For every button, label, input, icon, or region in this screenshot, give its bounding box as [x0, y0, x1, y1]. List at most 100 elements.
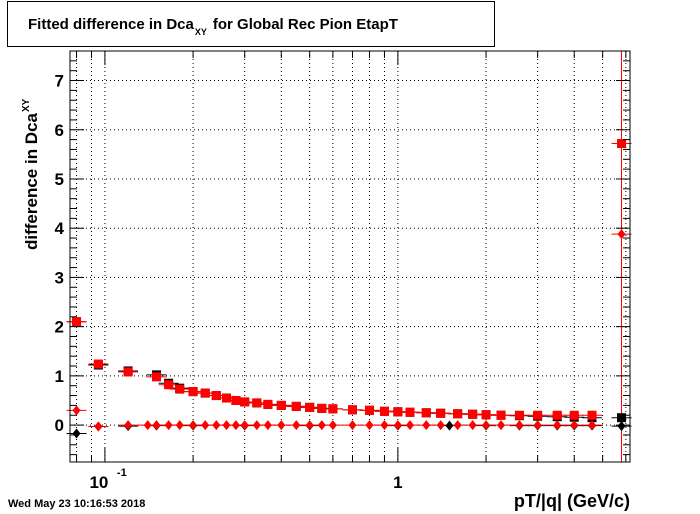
- square-marker: [164, 380, 174, 390]
- square-marker: [240, 397, 250, 407]
- square-marker: [276, 400, 286, 410]
- error-bars: [66, 51, 632, 462]
- square-marker: [453, 409, 463, 419]
- diamond-marker: [405, 420, 414, 431]
- diamond-marker: [468, 420, 477, 431]
- diamond-marker: [453, 420, 462, 431]
- diamond-marker: [143, 420, 152, 431]
- chart-title: Fitted difference in Dca XY for Global Rec…: [7, 1, 495, 47]
- y-axis-label-main: difference in Dca: [22, 113, 41, 250]
- diamond-marker: [380, 420, 389, 431]
- square-marker: [436, 408, 446, 418]
- x-axis-label: pT/|q| (GeV/c): [513, 491, 630, 511]
- square-marker: [393, 407, 403, 417]
- diamond-marker: [436, 420, 445, 431]
- diamond-marker: [305, 420, 314, 431]
- diamond-marker: [212, 420, 221, 431]
- diamond-marker: [124, 420, 133, 431]
- square-marker: [175, 384, 185, 394]
- diamond-marker: [515, 420, 524, 431]
- square-marker: [211, 391, 221, 401]
- square-marker: [481, 410, 491, 420]
- chart-title-main: Fitted difference in Dca: [28, 15, 194, 33]
- square-marker: [617, 139, 627, 149]
- square-marker: [468, 409, 478, 419]
- diamond-marker: [317, 420, 326, 431]
- diamond-marker: [175, 420, 184, 431]
- square-marker: [405, 407, 415, 417]
- diamond-marker: [497, 420, 506, 431]
- square-marker: [514, 410, 524, 420]
- diamond-marker: [553, 420, 562, 431]
- y-tick-label: 4: [55, 219, 65, 238]
- diamond-marker: [94, 421, 103, 432]
- square-marker: [252, 398, 262, 408]
- square-marker: [533, 410, 543, 420]
- diamond-marker: [617, 421, 626, 432]
- diamond-marker: [189, 420, 198, 431]
- square-marker: [263, 399, 273, 409]
- diamond-marker: [277, 420, 286, 431]
- plot-frame: [69, 50, 631, 463]
- diamond-marker: [152, 420, 161, 431]
- diamond-marker: [164, 420, 173, 431]
- diamond-marker: [482, 420, 491, 431]
- diamond-marker: [240, 420, 249, 431]
- y-axis-label: difference in DcaXY: [21, 98, 42, 250]
- data-markers: [72, 139, 627, 439]
- square-marker: [231, 395, 241, 405]
- diamond-marker: [348, 420, 357, 431]
- y-tick-label: 7: [55, 72, 64, 91]
- y-tick-label: 1: [55, 367, 64, 386]
- diamond-marker: [231, 420, 240, 431]
- square-marker: [421, 408, 431, 418]
- timestamp: Wed May 23 10:16:53 2018: [8, 498, 146, 510]
- square-marker: [291, 401, 301, 411]
- x-tick-label-exponent: -1: [117, 467, 127, 479]
- chart-title-sub: XY: [194, 27, 207, 37]
- square-marker: [328, 404, 338, 414]
- diamond-marker: [222, 420, 231, 431]
- x-tick-label: 1: [393, 473, 402, 492]
- square-marker: [72, 317, 82, 327]
- square-marker: [200, 388, 210, 398]
- chart-title-rest: for Global Rec Pion EtapT: [212, 15, 398, 33]
- diamond-marker: [72, 405, 81, 416]
- square-marker: [347, 405, 357, 415]
- square-marker: [552, 410, 562, 420]
- square-marker: [317, 403, 327, 413]
- diamond-marker: [252, 420, 261, 431]
- y-tick-label: 2: [55, 318, 64, 337]
- x-tick-label: 10: [89, 473, 108, 492]
- square-marker: [221, 393, 231, 403]
- grid: [70, 51, 630, 462]
- square-marker: [379, 406, 389, 416]
- square-marker: [587, 410, 597, 420]
- square-marker: [93, 359, 103, 369]
- square-marker: [123, 367, 133, 377]
- y-tick-label: 6: [55, 121, 64, 140]
- diamond-marker: [570, 420, 579, 431]
- square-marker: [152, 372, 162, 382]
- square-marker: [188, 387, 198, 397]
- diamond-marker: [263, 420, 272, 431]
- y-tick-label: 3: [55, 268, 64, 287]
- diamond-marker: [617, 229, 626, 240]
- square-marker: [617, 413, 627, 423]
- y-tick-label: 5: [55, 170, 64, 189]
- square-marker: [569, 410, 579, 420]
- axes: 0 1 2 3 4 5 6 7 10 -1 1: [55, 50, 631, 492]
- diamond-marker: [365, 420, 374, 431]
- diamond-marker: [445, 420, 454, 431]
- diamond-marker: [328, 420, 337, 431]
- diamond-marker: [72, 428, 81, 439]
- diamond-marker: [588, 420, 597, 431]
- y-axis-label-sub: XY: [21, 98, 32, 112]
- diamond-marker: [422, 420, 431, 431]
- y-tick-label: 0: [55, 416, 64, 435]
- diamond-marker: [201, 420, 210, 431]
- diamond-marker: [393, 420, 402, 431]
- diamond-marker: [292, 420, 301, 431]
- square-marker: [364, 405, 374, 415]
